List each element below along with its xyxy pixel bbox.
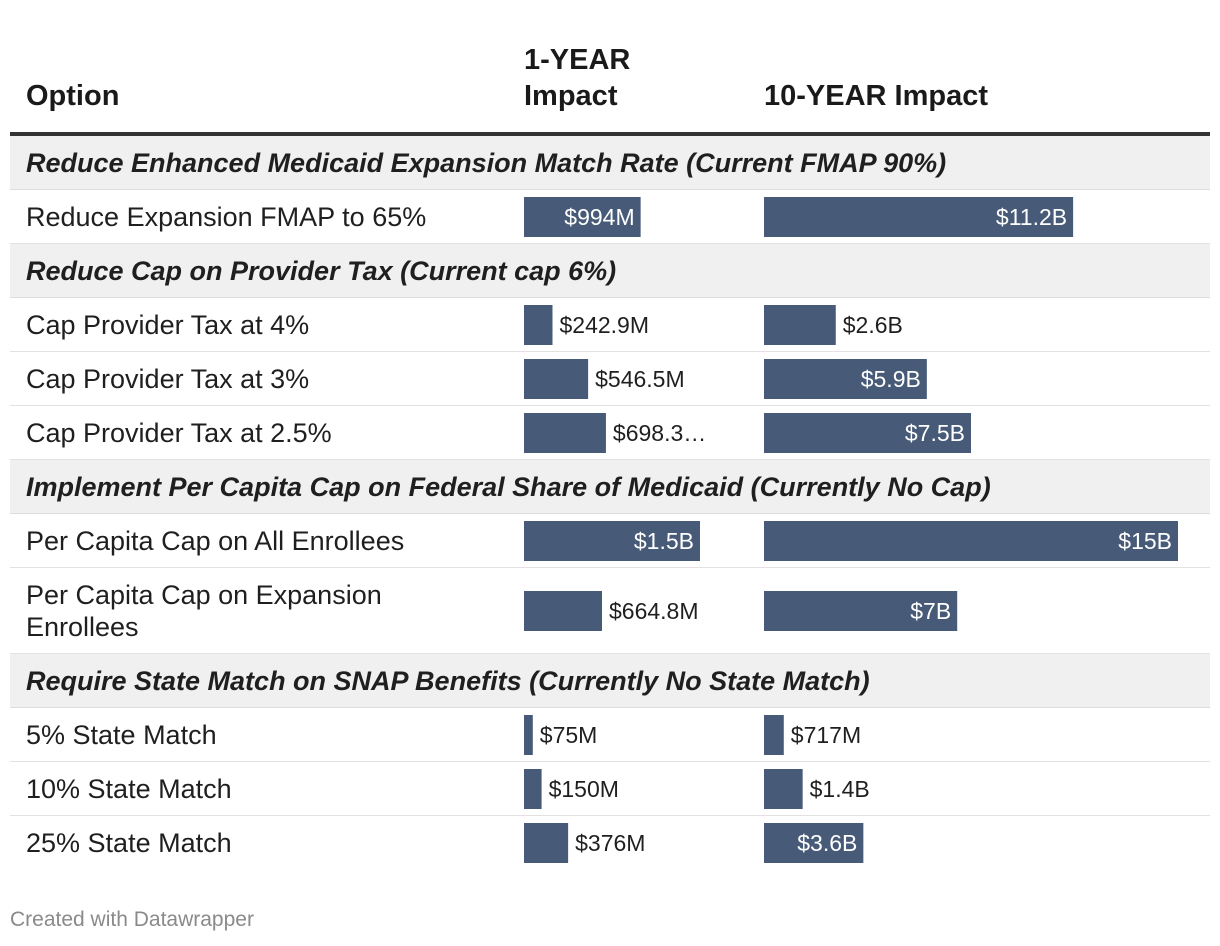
ten-year-value-label: $1.4B	[810, 776, 870, 802]
ten-year-bar-cell: $2.6B	[764, 304, 903, 345]
option-label: Reduce Expansion FMAP to 65%	[26, 201, 427, 232]
column-header-ten-year[interactable]: 10-YEAR Impact	[764, 80, 989, 112]
ten-year-bar	[764, 196, 1074, 237]
table-row: 5% State Match $75M $717M	[10, 708, 1210, 762]
ten-year-bar	[764, 768, 803, 809]
ten-year-value-label: $7B	[910, 598, 951, 624]
column-header-one-year[interactable]: 1-YEAR Impact	[524, 44, 631, 112]
group-header: Implement Per Capita Cap on Federal Shar…	[10, 460, 1210, 514]
ten-year-bar	[764, 412, 971, 453]
ten-year-bar	[764, 590, 958, 631]
ten-year-bar-cell: $7B	[764, 590, 958, 631]
one-year-bar	[524, 590, 603, 631]
table-header: Option 1-YEAR Impact 10-YEAR Impact	[10, 0, 1210, 136]
one-year-value-label: $376M	[575, 830, 645, 856]
table-row: Reduce Expansion FMAP to 65% $994M $11.2B	[10, 190, 1210, 244]
group-header: Reduce Enhanced Medicaid Expansion Match…	[10, 136, 1210, 190]
group-title: Implement Per Capita Cap on Federal Shar…	[26, 472, 991, 502]
one-year-value-label: $546.5M	[595, 366, 685, 392]
ten-year-bar	[764, 304, 836, 345]
one-year-bar-cell: $664.8M	[524, 590, 699, 631]
one-year-value-label: $664.8M	[609, 598, 699, 624]
table-body: Reduce Enhanced Medicaid Expansion Match…	[10, 136, 1210, 870]
ten-year-value-label: $2.6B	[843, 312, 903, 338]
option-label: Cap Provider Tax at 4%	[26, 309, 310, 340]
ten-year-bar-cell: $3.6B	[764, 823, 864, 863]
one-year-bar-cell: $546.5M	[524, 358, 685, 399]
ten-year-bar	[764, 520, 1178, 561]
table-row: 25% State Match $376M $3.6B	[10, 816, 1210, 870]
ten-year-bar-cell: $15B	[764, 520, 1178, 561]
option-label: 10% State Match	[26, 773, 232, 804]
one-year-bar	[524, 196, 641, 237]
one-year-bar-cell: $150M	[524, 768, 619, 809]
one-year-bar-cell: $698.3…	[524, 412, 706, 453]
ten-year-bar	[764, 714, 784, 755]
one-year-bar	[524, 768, 542, 809]
one-year-bar	[524, 358, 589, 399]
one-year-bar	[524, 412, 606, 453]
option-label: Per Capita Cap on Expansion Enrollees	[26, 579, 382, 642]
group-title: Require State Match on SNAP Benefits (Cu…	[26, 666, 870, 696]
option-label: 5% State Match	[26, 719, 217, 750]
table-row: 10% State Match $150M $1.4B	[10, 762, 1210, 816]
one-year-value-label: $242.9M	[560, 312, 650, 338]
ten-year-bar	[764, 358, 927, 399]
one-year-bar	[524, 823, 569, 863]
group-title: Reduce Cap on Provider Tax (Current cap …	[26, 256, 617, 286]
ten-year-value-label: $717M	[791, 722, 861, 748]
option-label: Cap Provider Tax at 2.5%	[26, 417, 332, 448]
group-header: Require State Match on SNAP Benefits (Cu…	[10, 654, 1210, 708]
one-year-value-label: $75M	[540, 722, 598, 748]
one-year-bar	[524, 520, 700, 561]
impact-table: Option 1-YEAR Impact 10-YEAR Impact Redu…	[10, 0, 1210, 870]
table-row: Cap Provider Tax at 4% $242.9M $2.6B	[10, 298, 1210, 352]
footer-credit[interactable]: Created with Datawrapper	[10, 908, 254, 931]
ten-year-value-label: $11.2B	[996, 204, 1067, 230]
group-header: Reduce Cap on Provider Tax (Current cap …	[10, 244, 1210, 298]
option-label: 25% State Match	[26, 828, 232, 858]
table-row: Per Capita Cap on All Enrollees $1.5B $15B	[10, 514, 1210, 568]
ten-year-bar-cell: $1.4B	[764, 768, 870, 809]
ten-year-value-label: $15B	[1118, 528, 1172, 554]
option-label: Per Capita Cap on All Enrollees	[26, 525, 405, 556]
ten-year-bar	[764, 823, 864, 863]
table-row: Cap Provider Tax at 2.5% $698.3… $7.5B	[10, 406, 1210, 460]
one-year-bar-cell: $242.9M	[524, 304, 650, 345]
ten-year-bar-cell: $7.5B	[764, 412, 971, 453]
ten-year-bar-cell: $11.2B	[764, 196, 1074, 237]
one-year-value-label: $1.5B	[634, 528, 694, 554]
one-year-bar-cell: $994M	[524, 196, 641, 237]
table-row: Cap Provider Tax at 3% $546.5M $5.9B	[10, 352, 1210, 406]
ten-year-value-label: $5.9B	[861, 366, 921, 392]
ten-year-bar-cell: $5.9B	[764, 358, 927, 399]
ten-year-bar-cell: $717M	[764, 714, 861, 755]
group-title: Reduce Enhanced Medicaid Expansion Match…	[26, 148, 947, 178]
ten-year-value-label: $7.5B	[905, 420, 965, 446]
one-year-bar-cell: $75M	[524, 714, 598, 755]
column-header-option[interactable]: Option	[26, 80, 120, 112]
ten-year-value-label: $3.6B	[797, 830, 857, 856]
table-row: Per Capita Cap on Expansion Enrollees $66…	[10, 568, 1210, 654]
one-year-value-label: $150M	[549, 776, 619, 802]
one-year-bar-cell: $1.5B	[524, 520, 700, 561]
option-label: Cap Provider Tax at 3%	[26, 363, 310, 394]
one-year-bar	[524, 714, 533, 755]
one-year-value-label: $698.3…	[613, 420, 706, 446]
one-year-bar-cell: $376M	[524, 823, 645, 863]
one-year-value-label: $994M	[564, 204, 634, 230]
one-year-bar	[524, 304, 553, 345]
